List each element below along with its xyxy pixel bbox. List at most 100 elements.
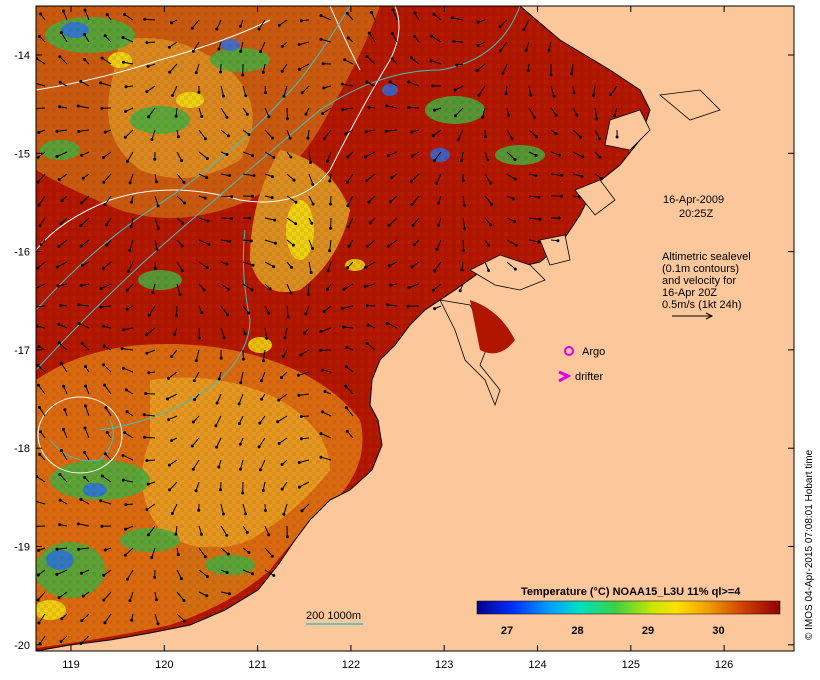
velocity-arrow: [242, 85, 247, 96]
lon-tick-label: 124: [528, 659, 546, 671]
velocity-arrow: [286, 217, 296, 225]
velocity-arrow-head: [146, 533, 150, 537]
velocity-arrow-head: [230, 217, 234, 221]
velocity-arrow-head: [272, 574, 276, 577]
velocity-arrow: [84, 9, 90, 21]
velocity-arrow-head: [81, 176, 85, 180]
velocity-arrow: [432, 129, 442, 137]
velocity-arrow: [100, 283, 112, 289]
velocity-arrow-head: [319, 432, 323, 436]
velocity-arrow-head: [168, 70, 172, 74]
velocity-arrow-head: [437, 201, 440, 205]
velocity-arrow-head: [554, 132, 558, 136]
velocity-arrow-head: [167, 418, 171, 422]
velocity-arrow: [367, 239, 376, 247]
velocity-arrow-head: [205, 176, 209, 180]
velocity-arrow: [476, 63, 486, 71]
velocity-arrow: [368, 32, 376, 43]
velocity-arrow-head: [129, 225, 133, 229]
velocity-arrow: [176, 591, 185, 601]
velocity-arrow-head: [276, 420, 280, 424]
velocity-arrow-head: [194, 489, 198, 493]
velocity-arrow: [342, 305, 354, 309]
velocity-arrow-head: [247, 133, 251, 137]
velocity-arrow-head: [431, 84, 435, 88]
velocity-arrow-head: [410, 154, 414, 158]
velocity-arrow-head: [181, 221, 185, 225]
velocity-arrow-head: [410, 203, 414, 206]
velocity-arrow: [151, 129, 156, 140]
velocity-arrow-head: [57, 178, 61, 182]
velocity-arrow-head: [80, 201, 84, 205]
velocity-arrow-head: [102, 180, 106, 184]
velocity-arrow: [320, 38, 332, 43]
velocity-arrow: [198, 217, 209, 222]
velocity-arrow-head: [526, 68, 530, 72]
velocity-arrow-head: [552, 94, 556, 98]
velocity-arrow-head: [489, 181, 493, 185]
velocity-arrow-head: [297, 43, 301, 47]
velocity-arrow: [104, 613, 112, 623]
velocity-arrow-head: [58, 80, 62, 84]
velocity-arrow: [346, 173, 354, 183]
velocity-arrow: [56, 129, 68, 132]
velocity-arrow: [37, 591, 46, 601]
velocity-arrow-head: [249, 239, 253, 243]
velocity-arrow: [453, 40, 464, 43]
velocity-arrow-head: [321, 112, 325, 116]
velocity-arrow-head: [227, 592, 231, 596]
velocity-arrow: [264, 151, 275, 158]
velocity-arrow: [343, 283, 354, 290]
velocity-arrow-head: [303, 331, 307, 335]
velocity-arrow-head: [342, 325, 345, 329]
velocity-arrow: [122, 348, 134, 351]
velocity-arrow: [329, 239, 332, 251]
velocity-arrow-head: [197, 508, 201, 512]
velocity-arrow: [391, 33, 398, 43]
velocity-arrow-head: [205, 157, 209, 160]
velocity-arrow-head: [289, 155, 293, 159]
velocity-arrow-head: [251, 154, 255, 158]
velocity-arrow: [523, 19, 530, 30]
velocity-arrow-head: [174, 532, 178, 536]
velocity-arrow-head: [83, 33, 87, 36]
velocity-arrow: [366, 81, 376, 87]
velocity-arrow: [36, 475, 46, 483]
velocity-arrow: [104, 384, 112, 395]
velocity-arrow-head: [237, 422, 241, 426]
lon-tick-label: 123: [435, 659, 453, 671]
velocity-arrow-head: [36, 573, 40, 577]
velocity-arrow-head: [203, 555, 207, 559]
velocity-arrow: [408, 107, 420, 109]
velocity-arrow-head: [125, 307, 129, 311]
velocity-arrow-head: [103, 452, 107, 456]
velocity-arrow: [388, 217, 398, 226]
velocity-arrow: [216, 437, 222, 448]
velocity-arrow-head: [58, 473, 62, 476]
velocity-arrow-head: [390, 31, 394, 35]
velocity-arrow-head: [156, 204, 160, 208]
velocity-arrow: [484, 195, 493, 205]
velocity-arrow: [105, 407, 112, 417]
velocity-arrow: [37, 364, 46, 373]
velocity-arrow: [320, 433, 332, 439]
legend-line-4: 16-Apr 20Z: [662, 287, 717, 299]
velocity-arrow: [220, 283, 229, 290]
velocity-arrow: [242, 283, 253, 291]
velocity-arrow: [528, 107, 535, 118]
velocity-arrow-head: [580, 174, 584, 178]
velocity-arrow-head: [300, 509, 304, 513]
velocity-arrow-head: [100, 106, 104, 110]
velocity-arrow-head: [38, 406, 41, 409]
velocity-arrow-head: [280, 487, 284, 491]
velocity-arrow: [125, 129, 134, 138]
velocity-arrow-head: [387, 264, 391, 268]
velocity-arrow: [38, 384, 46, 395]
velocity-arrow-head: [297, 373, 300, 377]
velocity-arrow: [258, 19, 266, 30]
velocity-arrow-head: [319, 14, 323, 18]
velocity-arrow: [154, 239, 158, 250]
velocity-arrow-head: [147, 371, 151, 375]
velocity-arrow-head: [170, 21, 173, 25]
